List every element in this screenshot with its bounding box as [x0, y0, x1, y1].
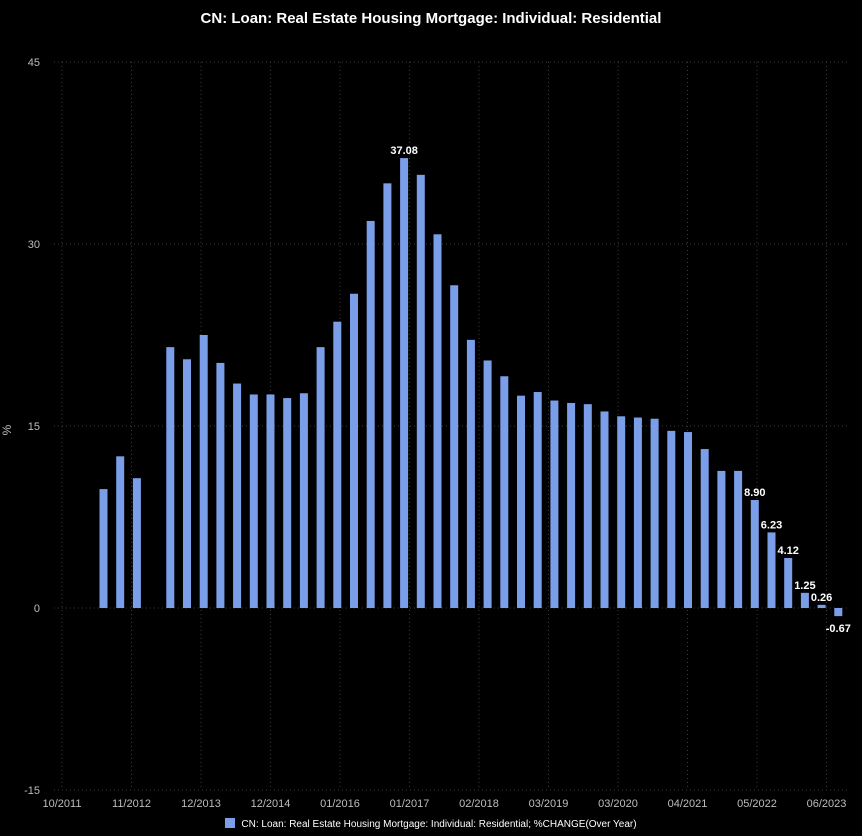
data-label: 1.25	[794, 580, 815, 592]
bar	[583, 404, 592, 608]
bar	[617, 416, 626, 608]
data-label: 4.12	[777, 545, 798, 557]
data-label: 8.90	[744, 487, 765, 499]
y-axis-ticks: -15 0 15 30 45	[24, 57, 40, 797]
bar	[233, 383, 242, 608]
bar	[700, 449, 709, 608]
bar	[684, 432, 692, 608]
y-tick-label: 0	[34, 603, 40, 615]
bar	[333, 321, 342, 608]
x-tick-label: 01/2017	[390, 798, 430, 810]
bar	[416, 174, 425, 608]
bar	[183, 359, 191, 608]
x-tick-label: 12/2014	[251, 798, 291, 810]
y-tick-label: 15	[28, 421, 40, 433]
bar	[717, 470, 726, 608]
x-tick-label: 02/2018	[459, 798, 499, 810]
bar	[166, 347, 175, 608]
x-tick-label: 05/2022	[737, 798, 777, 810]
bar	[283, 398, 292, 608]
x-tick-label: 12/2013	[181, 798, 221, 810]
bar	[750, 500, 759, 608]
bar	[650, 418, 659, 608]
x-tick-label: 10/2011	[43, 798, 82, 810]
bar	[483, 360, 492, 608]
bar	[450, 285, 459, 608]
legend-label: CN: Loan: Real Estate Housing Mortgage: …	[241, 819, 637, 830]
data-label: 6.23	[761, 519, 782, 531]
bar	[249, 394, 258, 608]
y-tick-label: -15	[24, 785, 40, 797]
bar	[266, 394, 275, 608]
bar	[600, 411, 609, 608]
bar	[383, 183, 392, 609]
bar	[784, 558, 793, 608]
bar	[834, 608, 843, 617]
bars	[99, 158, 843, 617]
bar	[533, 392, 542, 608]
bar	[299, 393, 308, 608]
x-tick-label: 03/2019	[529, 798, 569, 810]
bar	[99, 489, 108, 608]
bar	[132, 478, 141, 608]
y-axis-label: %	[0, 424, 14, 435]
x-tick-label: 06/2023	[807, 798, 847, 810]
x-tick-label: 11/2012	[112, 798, 151, 810]
x-tick-label: 01/2016	[320, 798, 360, 810]
bar	[550, 400, 559, 608]
bar	[667, 430, 676, 608]
bar	[517, 395, 525, 608]
bar	[500, 376, 509, 608]
bar	[433, 234, 442, 608]
legend: CN: Loan: Real Estate Housing Mortgage: …	[0, 818, 862, 830]
bar	[800, 592, 809, 608]
bar	[216, 362, 225, 608]
bar	[199, 335, 208, 608]
x-axis-ticks: 10/2011 11/2012 12/2013 12/2014 01/2016 01/20…	[43, 798, 847, 810]
x-tick-label: 03/2020	[598, 798, 638, 810]
bar	[116, 456, 125, 608]
bar	[767, 532, 776, 608]
data-labels: 37.08 8.90 6.23 4.12 1.250.26 -0.67	[390, 145, 851, 635]
bar	[350, 293, 358, 608]
data-label: -0.67	[826, 623, 851, 635]
legend-swatch	[225, 818, 236, 828]
bar	[316, 347, 325, 608]
y-tick-label: 45	[28, 57, 40, 69]
bar	[633, 417, 642, 608]
bar	[567, 402, 576, 608]
data-label: 37.08	[390, 145, 418, 157]
chart-title: CN: Loan: Real Estate Housing Mortgage: …	[200, 10, 662, 27]
bar	[817, 604, 826, 608]
data-label: 0.26	[811, 592, 832, 604]
bar	[400, 158, 409, 608]
bar	[366, 220, 375, 609]
bar	[466, 339, 475, 608]
x-tick-label: 04/2021	[668, 798, 708, 810]
y-tick-label: 30	[28, 239, 40, 251]
bar	[734, 470, 743, 608]
